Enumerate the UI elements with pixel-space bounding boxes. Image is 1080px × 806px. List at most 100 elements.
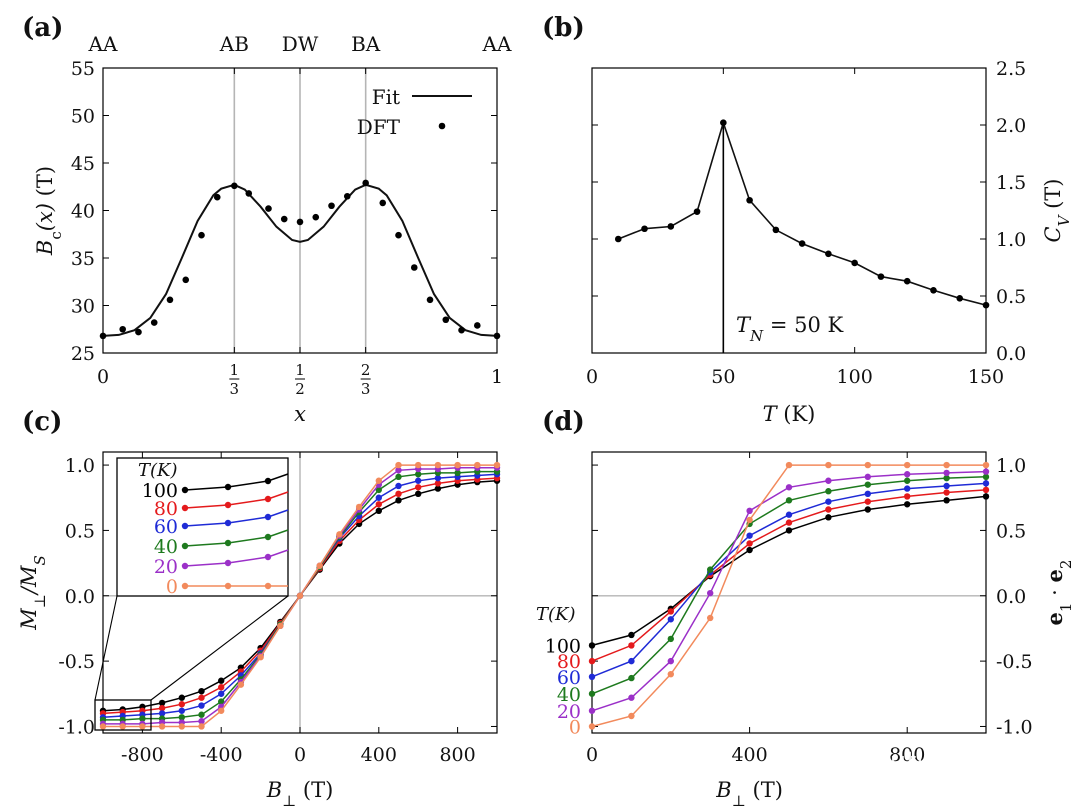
- x-tick-label: 0: [97, 366, 109, 388]
- inset-point-40: [264, 533, 272, 541]
- series-point-80: [158, 704, 166, 712]
- series-point-80: [982, 486, 990, 494]
- series-point-80: [746, 540, 753, 547]
- inset-point-40: [181, 542, 189, 550]
- series-point-80: [415, 484, 422, 491]
- series-point-0: [864, 461, 871, 469]
- series-line-40: [591, 476, 987, 695]
- series-point-80: [628, 642, 635, 649]
- series-point-40: [825, 488, 832, 495]
- inset-point-100: [181, 486, 189, 494]
- y-tick-label: 40: [71, 201, 95, 223]
- series-point-60: [825, 498, 832, 505]
- series-point-0: [628, 712, 635, 720]
- series-point-60: [904, 485, 911, 492]
- series-point-80: [375, 501, 382, 508]
- y-tick-label: -0.5: [58, 651, 95, 673]
- inset-point-80: [224, 501, 232, 509]
- series-point-20: [746, 507, 753, 515]
- panel-d-frame: [591, 451, 987, 734]
- top-label: AA: [482, 32, 512, 56]
- inset-point-20: [224, 559, 232, 567]
- legend-label-20: 20: [557, 701, 581, 723]
- legend-label-80: 80: [557, 651, 581, 673]
- zoom-connector: [94, 595, 118, 701]
- series-point-60: [785, 511, 793, 518]
- series-point-40: [588, 690, 596, 697]
- x-tick-label: 0: [294, 744, 306, 766]
- x-tick-label: 50: [711, 366, 735, 388]
- x-tick-label: 1: [491, 366, 503, 388]
- series-point-20: [943, 469, 950, 477]
- inset-point-60: [181, 522, 189, 530]
- series-point-0: [395, 461, 402, 469]
- series-point-60: [198, 702, 205, 709]
- dft-point: [328, 202, 335, 210]
- cv-point: [956, 294, 964, 302]
- series-point-0: [119, 723, 126, 730]
- series-point-20: [395, 467, 402, 474]
- series-point-60: [588, 673, 596, 680]
- y-tick-label: 1.0: [65, 455, 95, 477]
- series-point-0: [415, 461, 422, 469]
- dft-point: [426, 296, 434, 304]
- x-tick-label-den: 2: [295, 380, 305, 398]
- series-point-40: [707, 566, 714, 573]
- series-point-80: [667, 608, 674, 615]
- y-axis-label: e1 · e2: [1042, 560, 1075, 626]
- dft-point: [379, 199, 387, 207]
- series-point-0: [198, 723, 205, 730]
- series-point-20: [982, 468, 990, 475]
- series-point-100: [158, 699, 166, 707]
- series-point-100: [375, 507, 382, 515]
- series-point-0: [825, 461, 832, 469]
- inset-point-20: [264, 553, 272, 561]
- series-point-40: [864, 481, 871, 488]
- series-point-80: [218, 684, 225, 691]
- series-point-0: [904, 461, 911, 469]
- series-point-100: [864, 506, 871, 513]
- y-tick-label: 1.5: [996, 172, 1026, 194]
- watermark: 知乎 @Future远见: [790, 747, 1011, 777]
- panel-a-label: (a): [22, 13, 63, 43]
- series-point-80: [198, 694, 205, 701]
- cv-point: [772, 226, 780, 234]
- series-point-20: [588, 707, 596, 714]
- x-tick-label: 800: [439, 744, 475, 766]
- series-point-100: [588, 642, 596, 649]
- inset-point-0: [264, 582, 272, 590]
- inset-line-20: [184, 549, 289, 567]
- x-tick-label-den: 3: [230, 380, 240, 398]
- x-axis-label: B⊥ (T): [715, 778, 783, 806]
- series-point-20: [785, 484, 793, 491]
- series-point-100: [943, 497, 950, 504]
- series-point-0: [434, 461, 442, 469]
- y-tick-label: 55: [71, 58, 95, 80]
- series-line-100: [591, 495, 987, 647]
- y-tick-label: 0.5: [996, 520, 1026, 542]
- y-tick-label: 1.0: [996, 455, 1026, 477]
- series-point-0: [218, 707, 225, 714]
- series-point-80: [943, 489, 950, 496]
- series-point-40: [178, 714, 185, 721]
- y-tick-label: -1.0: [58, 716, 95, 738]
- inset-line-60: [184, 509, 289, 527]
- series-point-60: [415, 477, 422, 484]
- dft-point: [150, 319, 158, 326]
- panel-b-label: (b): [542, 13, 585, 43]
- series-point-40: [375, 486, 382, 494]
- series-point-60: [158, 710, 166, 717]
- y-tick-label: 1.0: [996, 229, 1026, 251]
- dft-point: [442, 316, 450, 324]
- series-point-100: [746, 546, 753, 554]
- series-point-100: [415, 490, 422, 498]
- x-tick-label: 400: [361, 744, 397, 766]
- series-point-0: [277, 622, 284, 630]
- series-point-20: [628, 694, 635, 701]
- series-point-0: [588, 723, 596, 730]
- cv-point: [903, 277, 911, 285]
- inset-legend-80: 80: [154, 498, 178, 520]
- y-tick-label: 2.0: [996, 115, 1026, 137]
- x-tick-label: 400: [731, 744, 767, 766]
- series-point-100: [178, 694, 185, 701]
